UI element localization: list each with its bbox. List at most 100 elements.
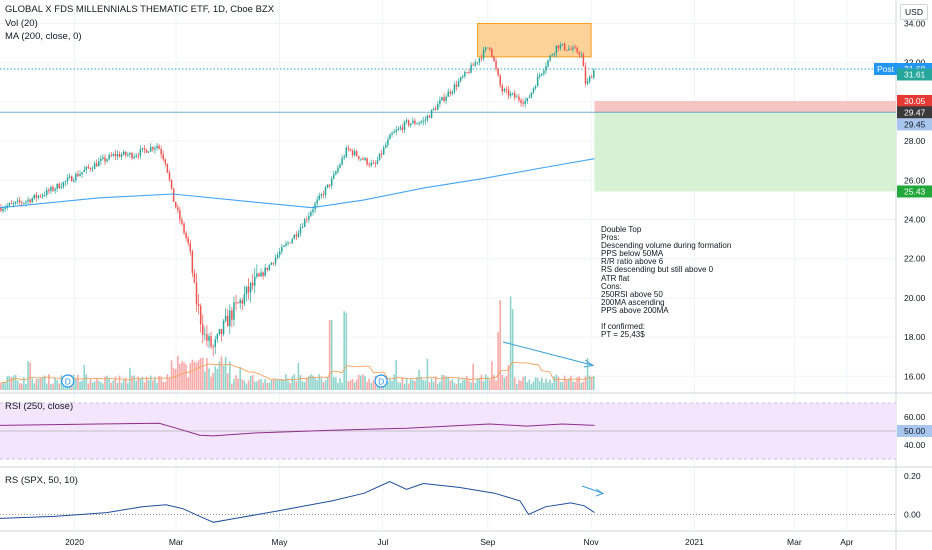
volume-ma-line — [0, 361, 594, 383]
candle — [25, 200, 27, 207]
candle-body — [457, 81, 460, 87]
candle — [424, 116, 427, 125]
price-tag — [897, 185, 932, 198]
volume-bar — [339, 378, 341, 390]
candle-body — [590, 76, 593, 78]
chart-title: GLOBAL X FDS MILLENNIALS THEMATIC ETF, 1… — [5, 4, 275, 15]
volume-bar — [526, 382, 529, 390]
volume-bar — [52, 383, 54, 390]
candle-body — [14, 201, 17, 204]
candle — [170, 179, 173, 190]
candle — [245, 286, 248, 302]
volume-bar — [322, 382, 325, 390]
volume-bar — [162, 382, 165, 390]
candle — [281, 244, 283, 255]
candle — [476, 61, 479, 66]
candle — [66, 174, 69, 185]
volume-bar — [401, 377, 404, 390]
candle-body — [372, 162, 375, 164]
candle-body — [389, 134, 391, 140]
candle-body — [247, 286, 250, 293]
candle-body — [122, 151, 125, 155]
volume-legend: Vol (20) — [5, 18, 38, 29]
candle-body — [23, 202, 25, 204]
candle-body — [358, 156, 360, 159]
candle — [484, 46, 487, 53]
candle-body — [543, 70, 545, 74]
post-tag-label: Post — [877, 64, 895, 74]
candle-body — [364, 158, 366, 160]
candle-body — [360, 158, 362, 160]
candle — [14, 201, 17, 206]
candle-body — [18, 200, 21, 203]
candle — [505, 86, 508, 94]
candle — [445, 94, 447, 105]
candle-body — [538, 74, 541, 77]
candle — [437, 100, 439, 110]
volume-bar — [241, 379, 244, 390]
candle — [395, 125, 397, 136]
candle — [538, 72, 541, 80]
candle-body — [499, 75, 501, 86]
candle — [308, 212, 310, 223]
candle — [229, 304, 231, 335]
candle — [287, 240, 289, 246]
volume-bar — [204, 371, 206, 390]
candle — [385, 141, 387, 149]
currency-button[interactable]: USD — [900, 4, 928, 20]
price-tick-label: 22.00 — [904, 254, 926, 264]
candle — [241, 297, 244, 311]
volume-bar — [476, 378, 479, 390]
price-tick-label: 32.00 — [904, 58, 926, 68]
candle — [393, 128, 395, 134]
candle — [177, 204, 179, 214]
candle — [226, 309, 229, 327]
candle — [516, 94, 518, 98]
candle-body — [283, 245, 285, 247]
volume-bar — [258, 379, 260, 390]
volume-bar — [172, 368, 175, 390]
candle-body — [162, 154, 164, 160]
candle — [156, 142, 158, 152]
candle-body — [333, 174, 335, 179]
volume-bar — [233, 378, 235, 390]
volume-bar — [122, 379, 125, 390]
candle-body — [274, 257, 277, 264]
volume-bar — [212, 372, 214, 390]
candle — [95, 159, 98, 167]
volume-bar — [445, 376, 447, 390]
volume-bar — [434, 376, 437, 390]
volume-bar — [424, 380, 427, 390]
candle — [183, 221, 185, 235]
volume-bar — [281, 379, 283, 390]
candle-body — [87, 166, 90, 168]
candle-body — [2, 208, 4, 211]
volume-bar — [43, 375, 46, 390]
volume-bar — [308, 376, 310, 390]
volume-bar — [547, 382, 549, 390]
candle-body — [337, 167, 339, 172]
volume-bar — [272, 378, 275, 390]
volume-bar — [493, 375, 495, 390]
price-tag-label: 29.47 — [904, 107, 926, 117]
volume-bar — [343, 311, 345, 390]
volume-bar — [206, 358, 208, 390]
volume-bar — [482, 381, 485, 390]
candle — [366, 157, 368, 167]
volume-bar — [353, 382, 356, 390]
candle-body — [145, 149, 148, 153]
candle — [62, 181, 65, 189]
volume-bar — [345, 312, 348, 390]
candle — [534, 84, 537, 91]
candle-body — [56, 183, 58, 189]
volume-bar — [145, 376, 148, 390]
volume-bar — [152, 380, 154, 390]
volume-trend-arrow — [502, 341, 593, 366]
volume-bar — [518, 380, 520, 390]
candle — [303, 217, 306, 228]
candle-body — [578, 52, 580, 55]
volume-bar — [318, 374, 321, 390]
candle — [70, 175, 73, 182]
candle-body — [168, 172, 171, 180]
